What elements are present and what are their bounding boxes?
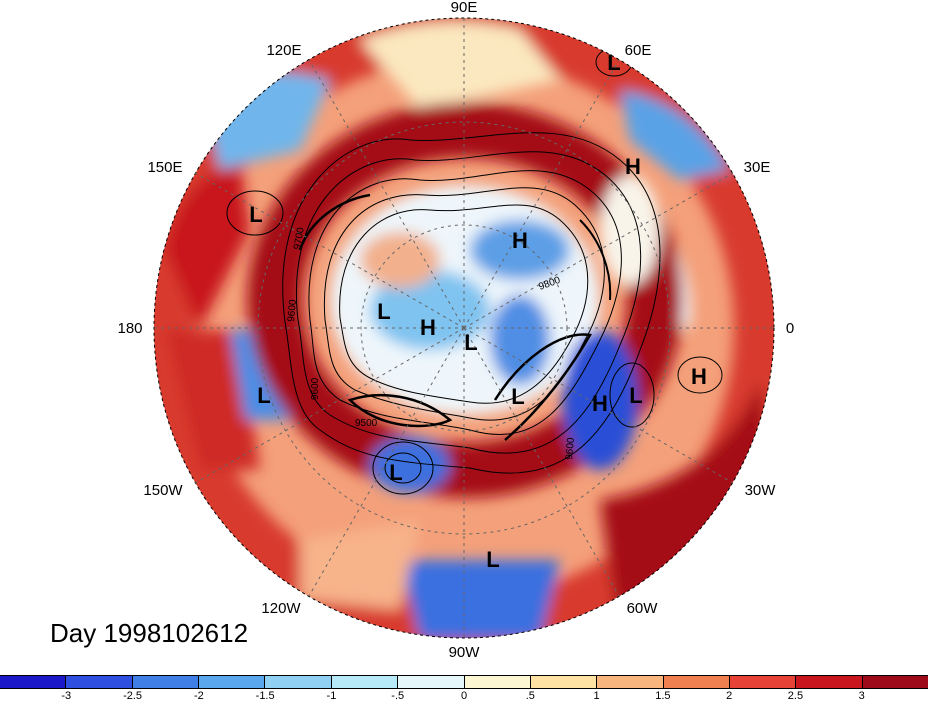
colorbar-segment: [596, 676, 663, 688]
colorbar: [0, 675, 928, 689]
pressure-center-low: L: [607, 50, 620, 75]
colorbar-tick-label: 2: [726, 690, 733, 702]
lon-label-30w: 30W: [745, 482, 777, 499]
lon-label-180: 180: [117, 320, 142, 337]
lon-label-60w: 60W: [627, 600, 659, 617]
colorbar-segment: [795, 676, 862, 688]
colorbar-segment: [264, 676, 331, 688]
lon-label-0: 0: [786, 320, 794, 337]
contour-labels: 9700 9800 9600 9500 9600 9600: [286, 226, 577, 460]
graticule: [154, 18, 774, 638]
colorbar-segment: [65, 676, 132, 688]
colorbar-tick-label: 3: [858, 690, 865, 702]
longitude-labels: 90E 60E 120E 150E 30E 180 0 150W 30W 120…: [117, 0, 794, 661]
pressure-center-low: L: [511, 384, 524, 409]
height-contours: [226, 47, 723, 495]
pressure-center-low: L: [377, 299, 390, 324]
contour-label: 9600: [564, 437, 577, 461]
pressure-center-high: H: [592, 391, 608, 416]
colorbar-segment: [0, 676, 66, 688]
colorbar-tick-label: -1: [326, 690, 337, 702]
day-label: Day 1998102612: [50, 618, 249, 648]
lon-label-150e: 150E: [147, 159, 182, 176]
pressure-center-low: L: [257, 383, 270, 408]
lon-label-120w: 120W: [261, 600, 301, 617]
colorbar-segment: [330, 676, 398, 688]
contour-label: 9600: [310, 377, 321, 400]
pressure-center-high: H: [625, 154, 641, 179]
pressure-center-high: H: [420, 315, 436, 340]
pressure-center-low: L: [486, 547, 499, 572]
colorbar-tick-label: 2.5: [787, 690, 804, 702]
colorbar-segment: [198, 676, 265, 688]
pressure-center-low: L: [464, 330, 477, 355]
pressure-center-low: L: [249, 202, 262, 227]
colorbar-tick-label: -2: [193, 690, 204, 702]
colorbar-segment: [529, 676, 597, 688]
lon-label-90w: 90W: [449, 644, 481, 661]
lon-label-30e: 30E: [744, 159, 771, 176]
lon-label-60e: 60E: [625, 42, 652, 59]
colorbar-segment: [861, 676, 928, 688]
pressure-center-low: L: [629, 383, 642, 408]
colorbar-segment: [463, 676, 530, 688]
colorbar-segment: [397, 676, 464, 688]
lon-label-120e: 120E: [266, 42, 301, 59]
colorbar-segment: [662, 676, 729, 688]
lon-label-90e: 90E: [451, 0, 478, 16]
contour-label: 9700: [292, 226, 307, 250]
colorbar-segment: [728, 676, 796, 688]
pressure-center-high: H: [691, 364, 707, 389]
colorbar-segment: [131, 676, 199, 688]
colorbar-tick-label: -1.5: [255, 690, 275, 702]
pressure-center-low: L: [389, 460, 402, 485]
colorbar-tick-label: 0: [460, 690, 468, 702]
contour-label: 9600: [286, 299, 299, 323]
colorbar-tick-label: .5: [525, 690, 535, 702]
colorbar-tick-label: -3: [61, 690, 72, 702]
contour-label: 9500: [355, 418, 378, 429]
colorbar-tick-label: 1.5: [655, 690, 671, 702]
colorbar-tick-label: -2.5: [123, 690, 143, 702]
pressure-centers: L H L H L H L L H L H L L L: [249, 50, 707, 572]
pressure-center-high: H: [512, 228, 528, 253]
colorbar-tick-label: 1: [593, 690, 600, 702]
lon-label-150w: 150W: [143, 482, 183, 499]
colorbar-tick-label: -.5: [391, 690, 405, 702]
